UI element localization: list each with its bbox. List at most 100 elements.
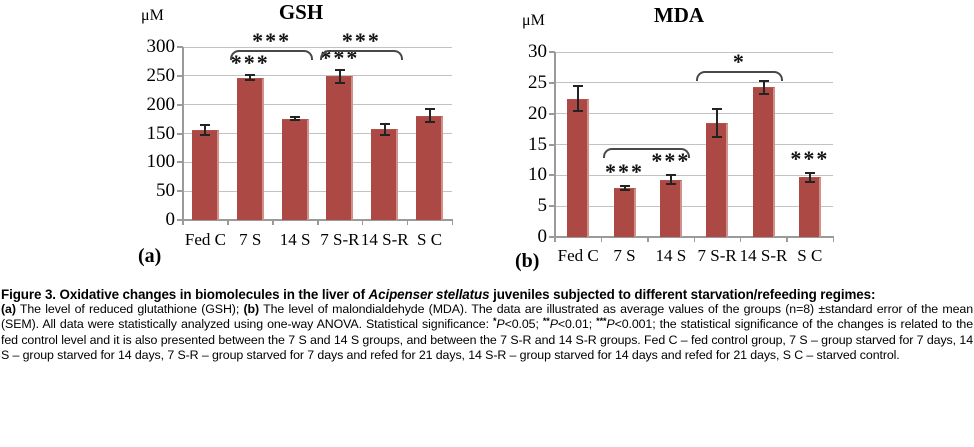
error-bar-cap-bottom — [758, 92, 769, 95]
x-axis-tick — [182, 220, 184, 225]
error-bar — [294, 116, 297, 121]
y-tick-label: 30 — [528, 41, 547, 62]
gridline — [183, 133, 452, 134]
y-tick-label: 0 — [165, 209, 176, 230]
y-axis-unit-mda: μM — [522, 12, 545, 29]
error-bar-cap-top — [334, 68, 345, 71]
error-bar — [249, 74, 252, 81]
y-tick-label: 0 — [537, 226, 548, 247]
error-bar — [428, 108, 431, 124]
caption-text-segment: (a) — [1, 302, 16, 316]
y-tick-label: 150 — [146, 122, 176, 144]
y-tick-label: 25 — [528, 71, 547, 93]
y-tick-label: 5 — [537, 195, 548, 217]
bracket-significance-stars: * — [732, 49, 746, 74]
caption-text-segment: *** — [596, 316, 607, 326]
error-bar-cap-top — [619, 184, 630, 187]
bar-14-s-r — [752, 87, 775, 237]
bar-s-c — [798, 177, 821, 237]
y-tick-label: 20 — [528, 102, 547, 124]
caption-heading: Figure 3. Oxidative changes in biomolecu… — [1, 287, 973, 302]
y-axis-tick — [549, 174, 555, 177]
bar-14-s — [659, 179, 682, 237]
bar-fed-c — [567, 98, 590, 237]
caption-text-segment: The level of malondialdehyde (MDA). The … — [1, 302, 973, 331]
error-bar — [716, 107, 719, 139]
error-bar-cap-bottom — [334, 81, 345, 84]
y-axis-tick — [177, 161, 183, 164]
y-axis-line — [182, 47, 184, 225]
x-axis-tick — [647, 237, 649, 242]
error-bar-cap-top — [424, 108, 435, 111]
x-tick-label: 7 S-R — [697, 246, 737, 265]
caption-text-segment: Acipenser stellatus — [368, 287, 490, 302]
error-bar-cap-bottom — [379, 133, 390, 136]
bar-7-s — [613, 187, 636, 237]
x-tick-label: 14 S-R — [360, 230, 409, 249]
error-bar-cap-bottom — [424, 121, 435, 124]
bracket-significance-stars: *** — [341, 28, 381, 53]
caption-text-segment: Figure 3. Oxidative changes in biomolecu… — [1, 287, 369, 302]
caption-text-segment: The level of reduced glutathione (GSH); — [15, 302, 244, 316]
gridline — [183, 190, 452, 192]
bar-14-s — [281, 118, 309, 220]
x-tick-label: 7 S — [613, 246, 636, 265]
error-bar-cap-bottom — [712, 136, 723, 139]
significance-stars: *** — [790, 145, 830, 171]
x-axis-tick — [451, 220, 453, 225]
bar-s-c — [416, 115, 444, 220]
y-tick-label: 15 — [528, 133, 547, 155]
error-bar-cap-top — [200, 123, 211, 126]
y-axis-unit-gsh: μM — [141, 7, 164, 24]
panel-label-b: (b) — [515, 250, 540, 272]
significance-stars: *** — [605, 158, 644, 184]
error-bar — [808, 171, 811, 183]
y-tick-label: 250 — [146, 64, 176, 86]
error-bar-cap-top — [712, 107, 723, 110]
y-axis-tick — [177, 46, 183, 48]
error-bar-cap-bottom — [290, 118, 301, 121]
gridline — [183, 46, 452, 48]
gridline — [183, 161, 452, 163]
x-axis-tick — [554, 237, 556, 242]
bracket-significance-stars: *** — [252, 28, 292, 53]
y-tick-label: 200 — [146, 93, 176, 115]
caption-text-segment: (b) — [243, 302, 260, 316]
error-bar-cap-top — [379, 123, 390, 126]
y-axis-tick — [549, 112, 555, 115]
x-tick-label: 14 S — [279, 230, 311, 249]
y-axis-tick — [177, 190, 183, 193]
caption-text-segment: ** — [542, 316, 550, 326]
chart-title-gsh: GSH — [278, 0, 324, 24]
caption-text-segment: P — [549, 317, 558, 331]
error-bar-cap-top — [573, 85, 584, 88]
y-axis-tick — [177, 132, 183, 135]
error-bar-cap-top — [245, 74, 256, 77]
bar-fed-c — [191, 130, 219, 220]
x-axis-tick — [227, 220, 229, 225]
error-bar-cap-top — [758, 79, 769, 82]
y-tick-label: 300 — [146, 36, 176, 57]
error-bar — [669, 174, 672, 186]
x-axis-tick — [361, 220, 364, 225]
figure-area: GSH μM (a) MDA μM (b) 0 50 100 150 200 250 300… — [138, 0, 834, 272]
error-bar — [762, 79, 765, 95]
gridline — [555, 82, 833, 84]
x-axis-tick — [786, 237, 788, 242]
significance-bracket — [603, 148, 690, 158]
y-tick-label: 10 — [528, 164, 547, 186]
y-axis-tick — [549, 236, 555, 238]
y-axis-tick — [549, 81, 555, 84]
y-axis-line — [554, 52, 556, 242]
x-axis-tick — [406, 220, 409, 225]
gridline — [555, 174, 833, 176]
significance-stars: *** — [230, 50, 270, 76]
y-axis-tick — [177, 74, 183, 77]
y-axis-tick — [177, 219, 183, 221]
x-tick-label: Fed C — [184, 230, 226, 249]
bar-7-s — [236, 77, 264, 220]
bar-7-s-r — [326, 76, 354, 220]
caption-text-segment: P — [606, 317, 615, 331]
gsh-plot-area: 0 50 100 150 200 250 300 Fed C 7 S 14 S 7 S-R 14 S-… — [146, 28, 453, 249]
y-axis-tick — [177, 103, 183, 106]
